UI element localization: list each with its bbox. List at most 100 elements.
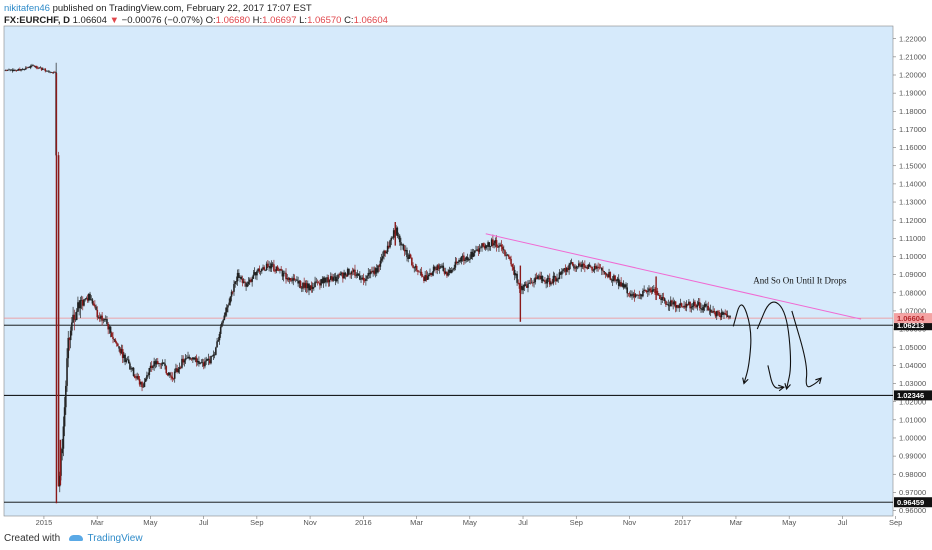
candle-body xyxy=(291,280,293,282)
level-price-label: 1.06213 xyxy=(897,321,924,330)
candle-body xyxy=(694,301,696,307)
candle-body xyxy=(97,317,100,318)
trendline[interactable] xyxy=(485,233,862,320)
candle-body xyxy=(646,291,649,293)
candle-body xyxy=(392,230,395,238)
candle-body xyxy=(532,282,534,284)
candle-body xyxy=(94,304,96,307)
candle-body xyxy=(674,301,677,308)
candle-body xyxy=(449,270,452,273)
candle-body xyxy=(346,268,349,277)
candle-body xyxy=(423,276,425,281)
candle-body xyxy=(615,280,618,281)
hand-drawn-arrow[interactable] xyxy=(756,301,792,390)
hand-drawn-arrow[interactable] xyxy=(791,310,822,388)
candle-body xyxy=(339,273,342,276)
candle-body xyxy=(546,278,549,284)
y-tick-label: 1.16000 xyxy=(899,143,926,152)
candle-body xyxy=(224,312,227,316)
candle-body xyxy=(584,265,586,268)
candle-body xyxy=(409,254,412,258)
candle-body xyxy=(559,272,562,275)
candle-body xyxy=(442,265,445,272)
candle-body xyxy=(709,309,712,313)
candle-body xyxy=(39,67,42,69)
hand-drawn-arrow[interactable] xyxy=(767,365,784,389)
hand-drawn-arrow[interactable] xyxy=(732,304,752,384)
candle-body xyxy=(329,276,332,280)
candle-body xyxy=(575,266,578,269)
candle-body xyxy=(502,249,505,251)
candle-body xyxy=(361,277,364,280)
candle-body xyxy=(80,300,83,301)
candle-body xyxy=(83,299,85,306)
candle-body xyxy=(698,302,701,309)
y-tick-label: 1.01000 xyxy=(899,415,926,424)
candle-body xyxy=(407,257,410,259)
candle-body xyxy=(400,242,402,246)
candle-body xyxy=(165,366,168,374)
candle-body xyxy=(131,367,134,369)
candle-body xyxy=(262,267,264,270)
candle-body xyxy=(135,377,137,379)
candle-body xyxy=(383,250,385,257)
candle-body xyxy=(604,272,607,275)
candle-body xyxy=(263,267,266,270)
candle-body xyxy=(524,284,527,286)
x-tick-label: Nov xyxy=(623,518,637,527)
candle-body xyxy=(515,273,517,276)
candle-body xyxy=(231,291,234,293)
candle-body xyxy=(484,245,487,249)
candle-body xyxy=(692,301,695,306)
y-tick-label: 1.04000 xyxy=(899,361,926,370)
candle-body xyxy=(444,271,447,274)
candle-body xyxy=(593,265,596,271)
candle-body xyxy=(247,281,250,285)
x-tick-label: Sep xyxy=(570,518,583,527)
candle-body xyxy=(453,267,455,270)
candle-body xyxy=(667,304,670,306)
candle-body xyxy=(581,263,584,267)
cloud-icon xyxy=(68,535,83,541)
candle-body xyxy=(712,310,714,313)
candle-body xyxy=(305,283,308,289)
symbol-label[interactable]: FX:EURCHF, D xyxy=(4,15,70,26)
candle-body xyxy=(5,70,8,72)
arrowhead xyxy=(784,383,791,391)
candle-body xyxy=(571,262,574,266)
author-link[interactable]: nikitafen46 xyxy=(4,3,50,14)
candle-body xyxy=(100,315,102,319)
candle-body xyxy=(586,267,589,269)
candle-body xyxy=(357,273,360,276)
candle-body xyxy=(388,245,390,248)
tradingview-logo[interactable]: TradingView xyxy=(87,533,143,544)
candle-body xyxy=(568,264,570,270)
candle-body xyxy=(637,294,639,296)
candle-body xyxy=(384,250,387,254)
candle-body xyxy=(228,302,230,306)
candle-body xyxy=(706,305,708,307)
plot-area[interactable] xyxy=(3,25,894,517)
candle-body xyxy=(492,239,494,246)
candle-body xyxy=(32,65,34,66)
candle-body xyxy=(684,305,687,308)
candle-body xyxy=(92,303,95,305)
candle-body xyxy=(156,361,159,364)
candle-body xyxy=(403,249,406,252)
candle-body xyxy=(326,277,328,279)
candle-body xyxy=(547,278,550,279)
candle-body xyxy=(282,273,285,277)
candle-body xyxy=(294,279,297,281)
candle-body xyxy=(9,69,11,71)
candle-body xyxy=(478,248,481,252)
candle-body xyxy=(717,311,719,312)
candle-body xyxy=(426,276,429,280)
candle-body xyxy=(115,342,118,344)
candle-body xyxy=(112,336,114,339)
candle-body xyxy=(136,376,139,379)
candle-body xyxy=(23,69,26,70)
open-value: 1.06680 xyxy=(215,15,251,26)
candle-body xyxy=(570,262,573,264)
candle-body xyxy=(365,278,367,281)
